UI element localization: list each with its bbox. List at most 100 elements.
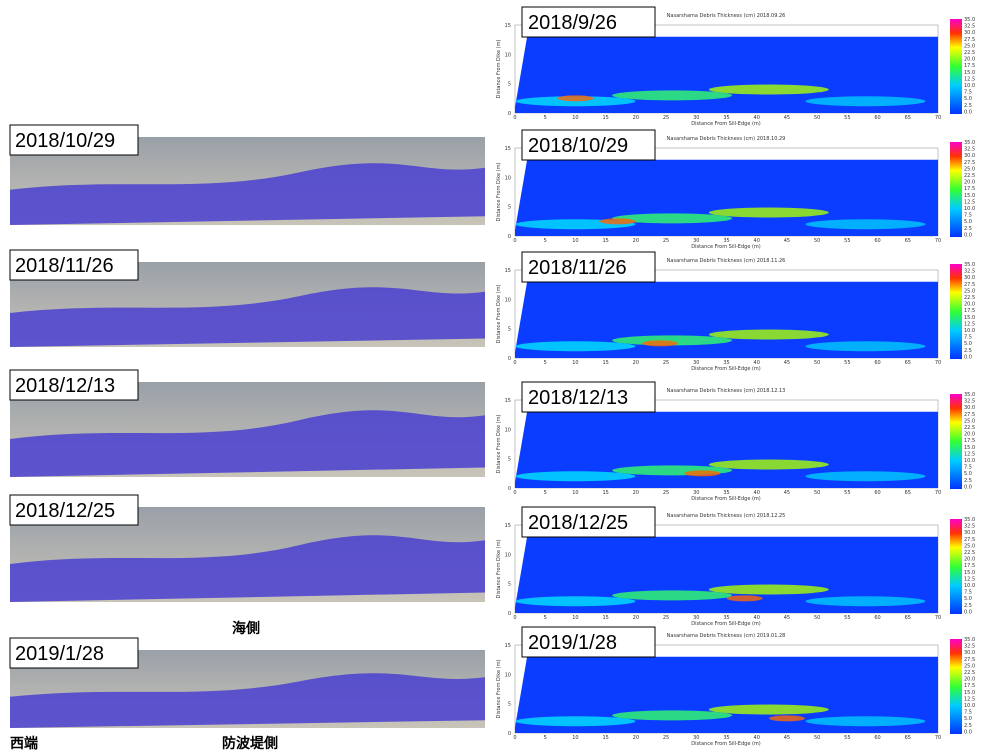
colorbar-tick: 2.5 xyxy=(964,348,972,354)
colorbar-tick: 12.5 xyxy=(964,199,975,205)
colorbar-tick: 7.5 xyxy=(964,90,972,96)
heatmap-band xyxy=(805,596,925,606)
x-tick-label: 0 xyxy=(513,615,516,621)
date-label: 2019/1/28 xyxy=(528,632,617,654)
x-tick-label: 65 xyxy=(905,735,911,741)
x-tick-label: 10 xyxy=(572,360,578,366)
heatmap-band xyxy=(805,96,925,106)
colorbar-tick: 15.0 xyxy=(964,445,975,451)
colorbar-tick: 22.5 xyxy=(964,173,975,179)
colorbar xyxy=(950,519,962,614)
x-tick-label: 25 xyxy=(663,115,669,121)
heatmap-band xyxy=(805,471,925,481)
colorbar-tick: 25.0 xyxy=(964,43,975,49)
x-tick-label: 45 xyxy=(784,735,790,741)
heatmap-band xyxy=(709,705,829,715)
heatmap-band xyxy=(515,341,635,351)
x-tick-label: 70 xyxy=(935,238,941,244)
colorbar-tick: 30.0 xyxy=(964,275,975,281)
colorbar-tick: 30.0 xyxy=(964,650,975,656)
y-tick-label: 15 xyxy=(505,643,511,649)
west-end-label: 西端 xyxy=(10,735,38,752)
x-tick-label: 55 xyxy=(844,360,850,366)
x-tick-label: 70 xyxy=(935,490,941,496)
x-tick-label: 5 xyxy=(544,360,547,366)
x-tick-label: 5 xyxy=(544,490,547,496)
x-tick-label: 65 xyxy=(905,115,911,121)
x-tick-label: 70 xyxy=(935,735,941,741)
x-tick-label: 60 xyxy=(874,238,880,244)
date-label: 2018/9/26 xyxy=(528,12,617,34)
x-tick-label: 70 xyxy=(935,115,941,121)
colorbar-tick: 20.0 xyxy=(964,677,975,683)
heatmap-band xyxy=(709,585,829,595)
colorbar-tick: 7.5 xyxy=(964,335,972,341)
y-tick-label: 15 xyxy=(505,523,511,529)
y-tick-label: 0 xyxy=(508,611,511,617)
colorbar-tick: 17.5 xyxy=(964,438,975,444)
x-tick-label: 25 xyxy=(663,360,669,366)
x-tick-label: 0 xyxy=(513,735,516,741)
x-tick-label: 60 xyxy=(874,615,880,621)
x-tick-label: 5 xyxy=(544,238,547,244)
x-tick-label: 70 xyxy=(935,615,941,621)
colorbar-tick: 2.5 xyxy=(964,723,972,729)
x-tick-label: 60 xyxy=(874,490,880,496)
heatmap-band xyxy=(612,710,732,720)
colorbar-tick: 10.0 xyxy=(964,206,975,212)
colorbar-tick: 27.5 xyxy=(964,412,975,418)
colorbar-tick: 22.5 xyxy=(964,425,975,431)
colorbar-tick: 17.5 xyxy=(964,186,975,192)
colorbar-tick: 0.0 xyxy=(964,609,972,615)
x-tick-label: 55 xyxy=(844,735,850,741)
x-axis-label: Distance From Sill-Edge (m) xyxy=(691,741,761,747)
colorbar-tick: 27.5 xyxy=(964,282,975,288)
date-label: 2018/11/26 xyxy=(15,255,114,277)
heatmap-hot xyxy=(642,340,678,346)
heatmap-title: Nasarshama Debris Thickness (cm) 2019.01… xyxy=(667,633,786,639)
colorbar-tick: 17.5 xyxy=(964,563,975,569)
colorbar-tick: 17.5 xyxy=(964,308,975,314)
x-tick-label: 50 xyxy=(814,615,820,621)
colorbar-tick: 15.0 xyxy=(964,193,975,199)
x-tick-label: 55 xyxy=(844,238,850,244)
heatmap-band xyxy=(515,716,635,726)
colorbar xyxy=(950,142,962,237)
x-tick-label: 20 xyxy=(633,615,639,621)
colorbar-tick: 25.0 xyxy=(964,543,975,549)
colorbar-tick: 10.0 xyxy=(964,83,975,89)
colorbar-tick: 12.5 xyxy=(964,576,975,582)
heatmap-band xyxy=(612,590,732,600)
x-tick-label: 50 xyxy=(814,360,820,366)
x-tick-label: 15 xyxy=(602,615,608,621)
x-tick-label: 15 xyxy=(602,115,608,121)
colorbar-tick: 15.0 xyxy=(964,570,975,576)
figure: 海側 西端 防波堤側 2018/10/292018/11/262018/12/1… xyxy=(0,0,982,754)
colorbar-tick: 22.5 xyxy=(964,50,975,56)
x-tick-label: 10 xyxy=(572,490,578,496)
colorbar-tick: 30.0 xyxy=(964,530,975,536)
x-tick-label: 10 xyxy=(572,115,578,121)
x-tick-label: 65 xyxy=(905,360,911,366)
colorbar-tick: 5.0 xyxy=(964,471,972,477)
heatmap-band xyxy=(709,85,829,95)
x-tick-label: 65 xyxy=(905,615,911,621)
colorbar-tick: 5.0 xyxy=(964,219,972,225)
x-axis-label: Distance From Sill-Edge (m) xyxy=(691,121,761,127)
x-tick-label: 20 xyxy=(633,115,639,121)
x-tick-label: 20 xyxy=(633,490,639,496)
colorbar-tick: 5.0 xyxy=(964,341,972,347)
y-tick-label: 0 xyxy=(508,234,511,240)
heatmap-hot xyxy=(727,595,763,601)
y-tick-label: 5 xyxy=(508,205,511,211)
x-tick-label: 25 xyxy=(663,735,669,741)
y-tick-label: 10 xyxy=(505,297,511,303)
date-label: 2019/1/28 xyxy=(15,643,104,665)
date-label: 2018/12/13 xyxy=(15,375,115,397)
colorbar-tick: 32.5 xyxy=(964,147,975,153)
colorbar-tick: 5.0 xyxy=(964,596,972,602)
y-axis-label: Distance From Dike (m) xyxy=(496,540,502,599)
y-tick-label: 5 xyxy=(508,457,511,463)
colorbar-tick: 10.0 xyxy=(964,703,975,709)
heatmap-hot xyxy=(557,95,593,101)
